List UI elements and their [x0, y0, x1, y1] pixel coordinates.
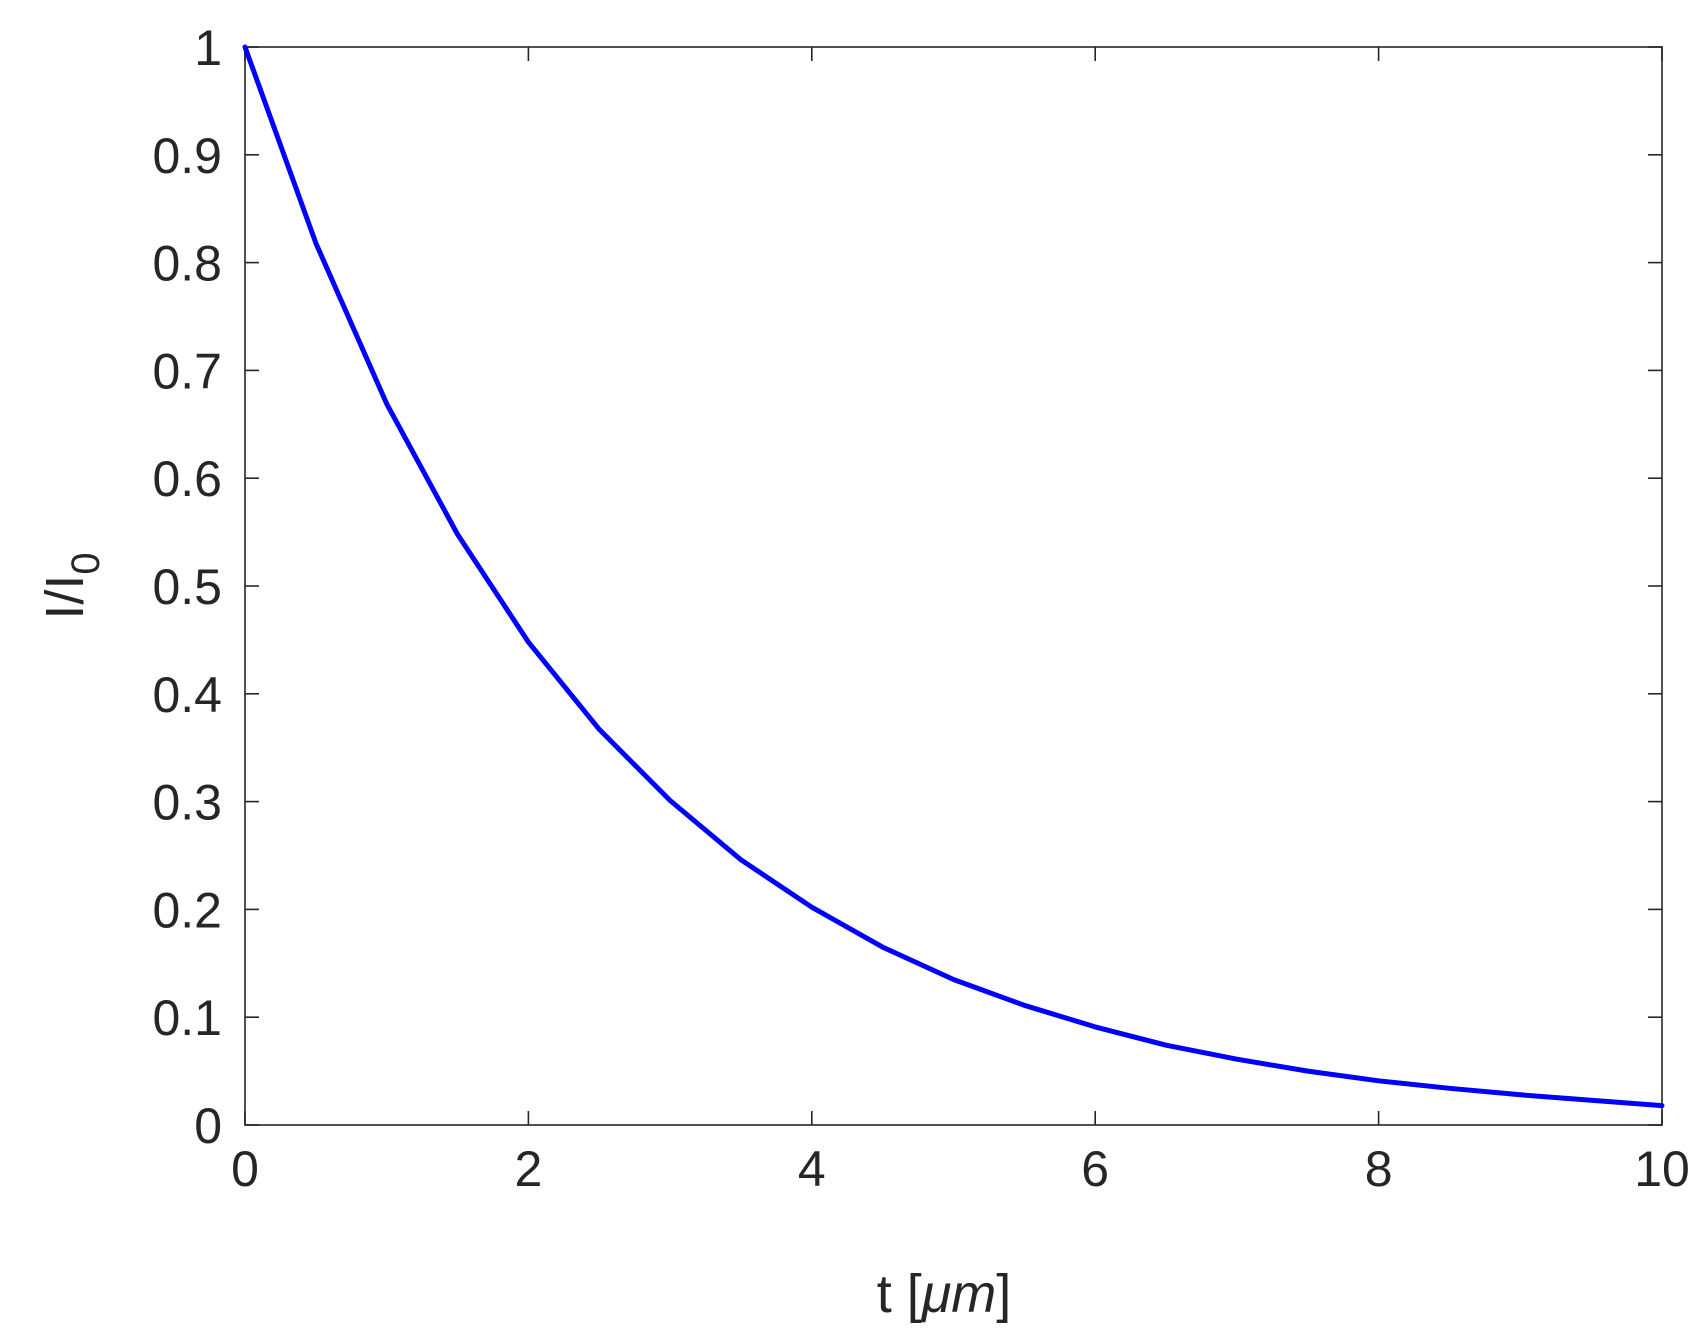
- y-axis-title-subscript: 0: [64, 552, 108, 574]
- x-axis-title-unit: μm: [920, 1264, 997, 1324]
- y-tick-label: 0.2: [152, 882, 222, 938]
- x-axis-title: t [μm]: [877, 1264, 1012, 1324]
- x-axis-ticks: 0 2 4 6 8 10: [231, 47, 1690, 1197]
- y-tick-label: 0.9: [152, 128, 222, 184]
- x-axis-title-close: ]: [996, 1264, 1011, 1324]
- x-axis-title-main: t [: [877, 1264, 922, 1324]
- y-axis-ticks: 0 0.1 0.2 0.3 0.4 0.5 0.6 0.7 0.8 0.9 1: [152, 20, 1662, 1154]
- x-tick-label: 2: [514, 1141, 542, 1197]
- y-tick-label: 0.5: [152, 559, 222, 615]
- y-tick-label: 0: [194, 1098, 222, 1154]
- plot-frame: [244, 46, 1663, 1126]
- y-tick-label: 0.4: [152, 667, 222, 723]
- y-tick-label: 1: [194, 20, 222, 76]
- series-layer: [242, 44, 1665, 1109]
- x-tick-label: 8: [1365, 1141, 1393, 1197]
- y-tick-label: 0.3: [152, 775, 222, 831]
- x-tick-label: 10: [1634, 1141, 1690, 1197]
- x-tick-label: 0: [231, 1141, 259, 1197]
- y-axis-title: I/I0: [35, 552, 108, 619]
- y-tick-label: 0.7: [152, 343, 222, 399]
- y-tick-label: 0.8: [152, 236, 222, 292]
- y-axis-title-main: I/I: [35, 575, 95, 620]
- x-tick-label: 6: [1081, 1141, 1109, 1197]
- y-tick-label: 0.1: [152, 990, 222, 1046]
- y-tick-label: 0.6: [152, 451, 222, 507]
- plot-area: [244, 46, 1663, 1126]
- series-line: [242, 44, 1665, 1109]
- x-tick-label: 4: [798, 1141, 826, 1197]
